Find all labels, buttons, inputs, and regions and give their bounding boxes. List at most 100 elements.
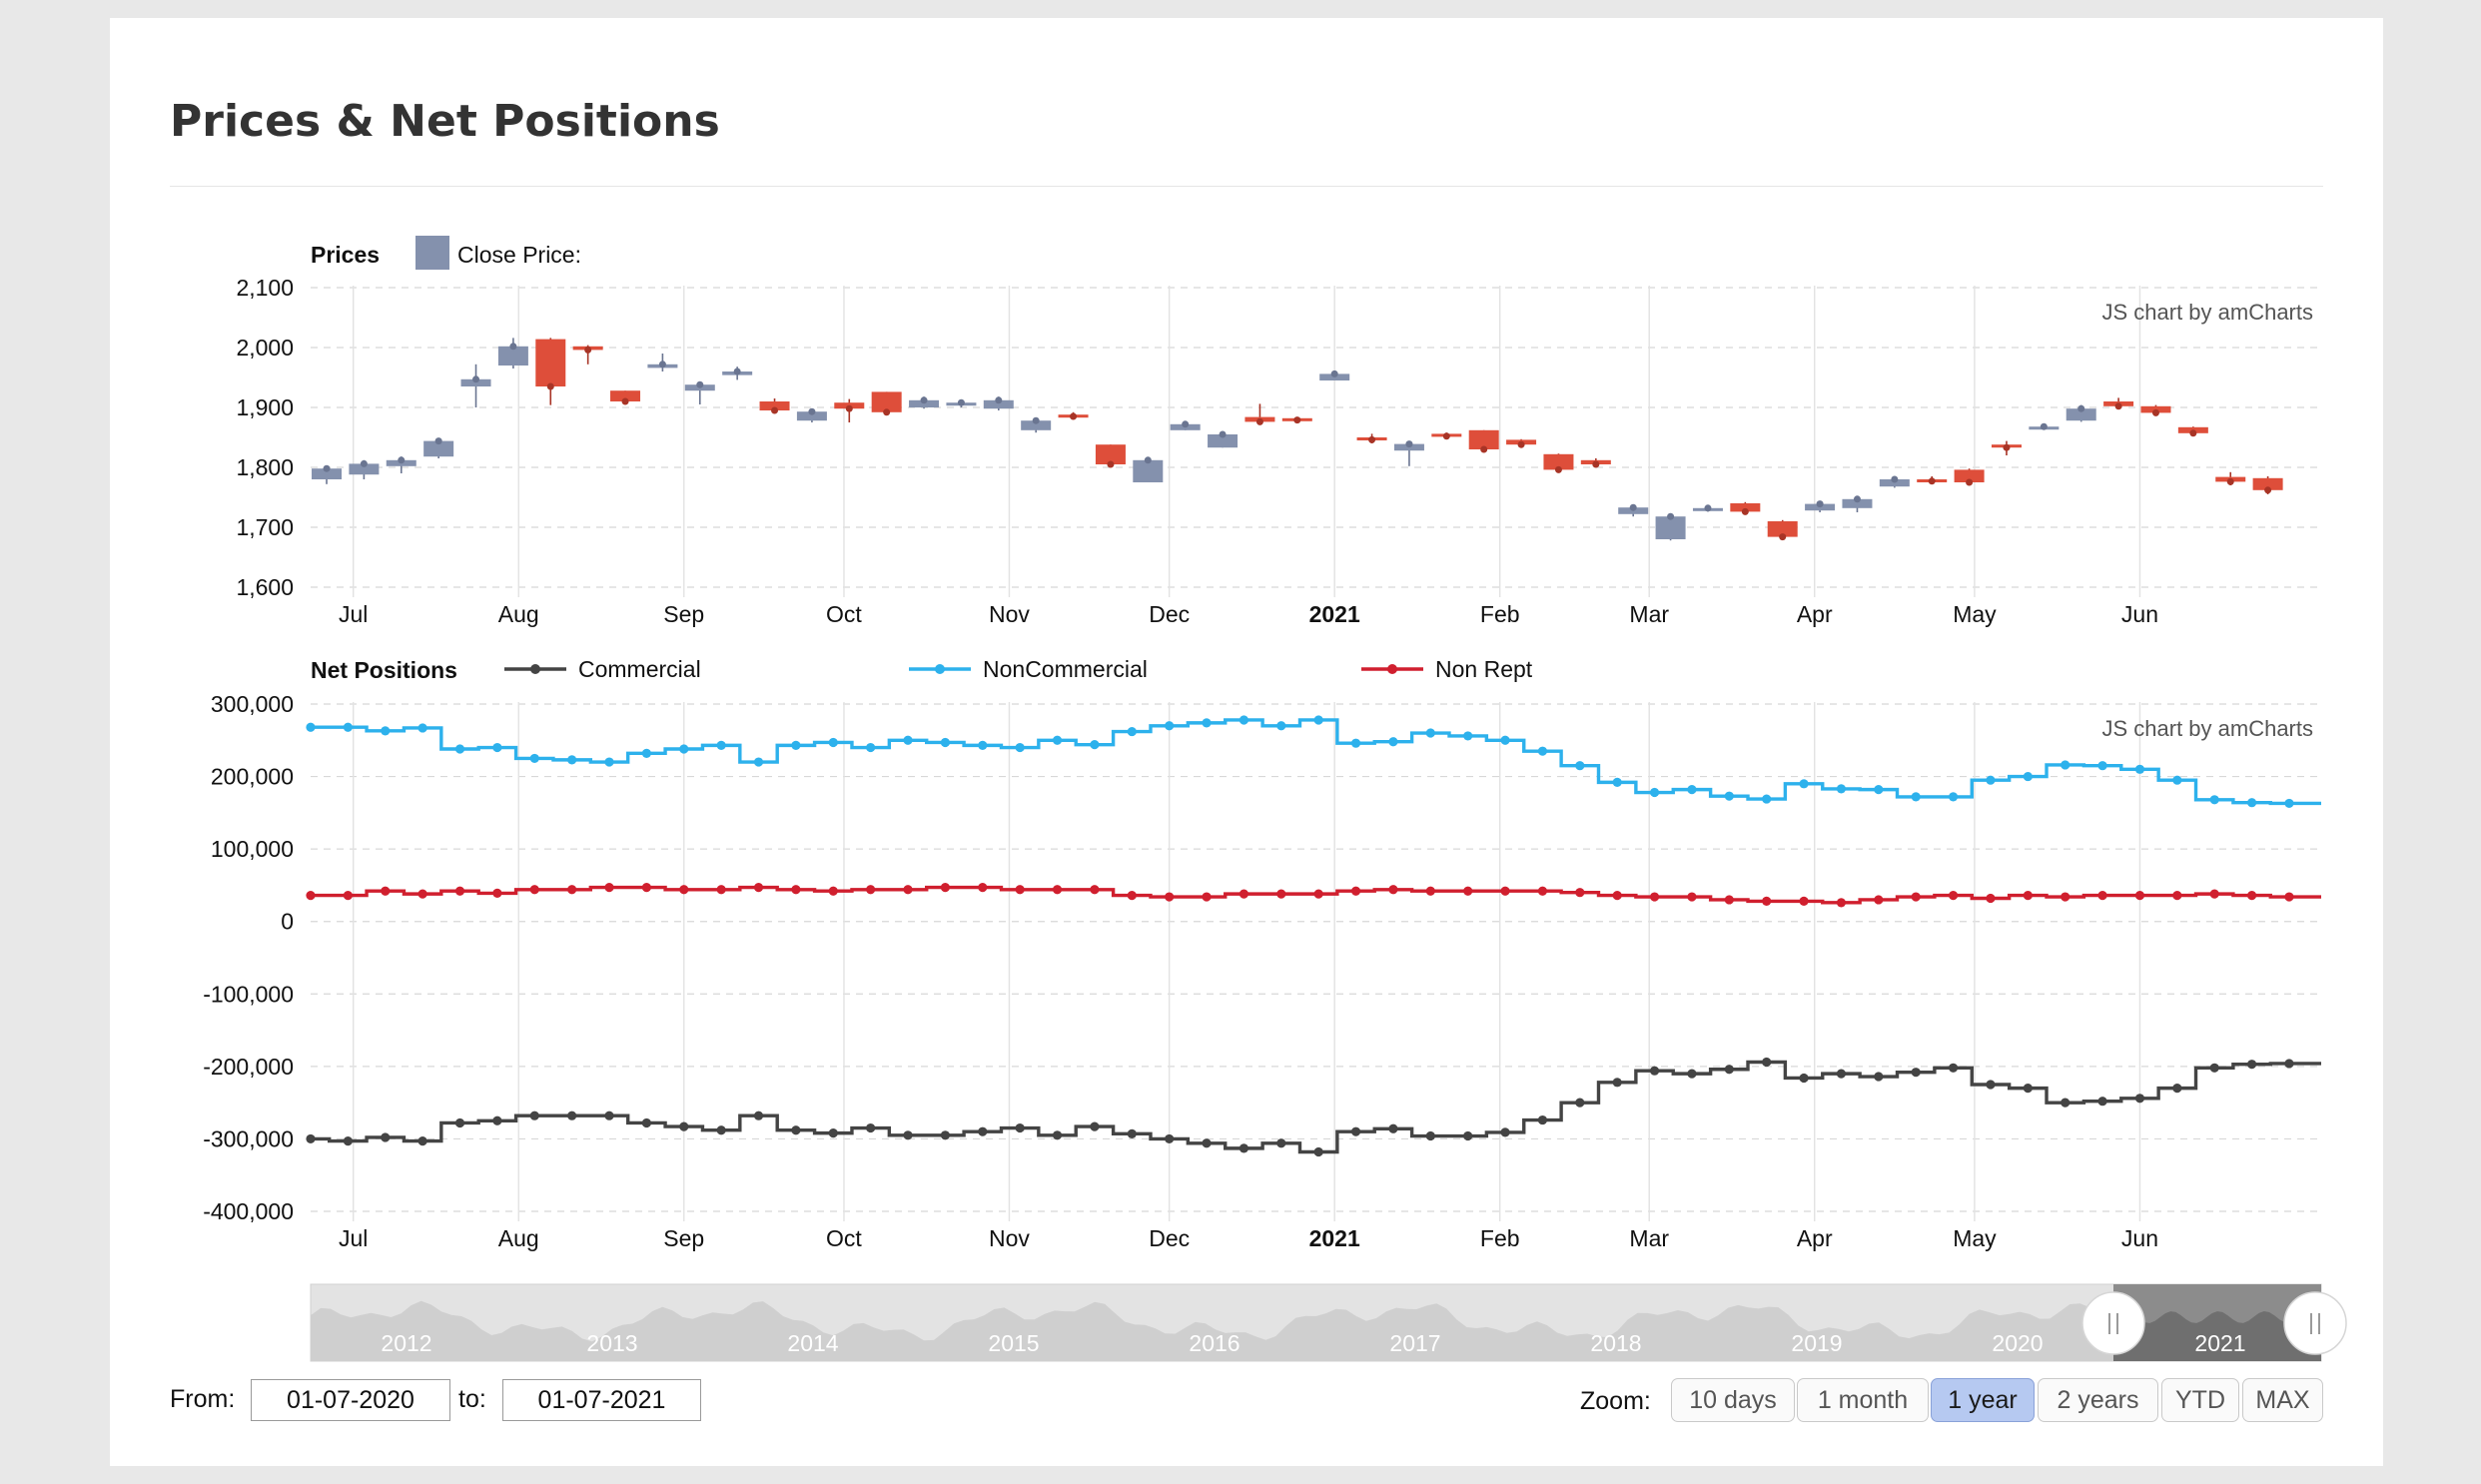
candle-2021-05-14[interactable] <box>2029 422 2060 430</box>
candle-2021-01-15[interactable] <box>1393 440 1424 466</box>
candle-2021-02-12[interactable] <box>1543 453 1574 473</box>
candle-2020-07-31[interactable] <box>497 338 528 369</box>
candle-2021-01-29[interactable] <box>1468 429 1499 453</box>
series-point-non-rept <box>903 885 913 895</box>
price-candles[interactable] <box>312 338 2283 541</box>
price-chart-credit[interactable]: JS chart by amCharts <box>2101 300 2313 325</box>
candle-2020-12-11[interactable] <box>1208 430 1239 448</box>
from-date-input[interactable] <box>251 1379 450 1421</box>
candle-2020-11-20[interactable] <box>1095 444 1126 468</box>
candle-2021-06-11[interactable] <box>2177 426 2208 437</box>
candle-2020-07-17[interactable] <box>423 437 454 458</box>
candle-2021-02-05[interactable] <box>1506 438 1537 448</box>
candle-2020-10-09[interactable] <box>871 391 902 416</box>
series-non-rept[interactable] <box>306 883 2321 908</box>
candle-2020-07-24[interactable] <box>460 364 491 407</box>
close-price-legend-swatch[interactable] <box>415 236 449 270</box>
candle-close-point <box>1779 533 1787 541</box>
candle-2020-10-23[interactable] <box>946 398 977 407</box>
candle-2020-07-10[interactable] <box>386 456 416 473</box>
zoom-max-button[interactable]: MAX <box>2242 1378 2323 1422</box>
candle-2021-01-01[interactable] <box>1319 370 1350 380</box>
candle-2020-10-30[interactable] <box>983 396 1014 410</box>
candle-2021-01-22[interactable] <box>1431 432 1462 440</box>
candle-2020-09-25[interactable] <box>796 407 827 422</box>
candle-2021-01-08[interactable] <box>1356 433 1387 443</box>
legend-item-commercial[interactable]: Commercial <box>504 656 701 682</box>
candle-2020-12-04[interactable] <box>1170 420 1201 430</box>
series-point-noncommercial <box>1015 742 1025 753</box>
series-point-non-rept <box>1612 890 1622 901</box>
net-legend[interactable]: Commercial NonCommercial Non Rept <box>504 656 1533 682</box>
candle-2020-09-18[interactable] <box>759 398 790 414</box>
candle-2021-04-16[interactable] <box>1879 475 1910 488</box>
candle-2020-12-25[interactable] <box>1281 416 1312 424</box>
zoom-label: Zoom: <box>1580 1387 1651 1415</box>
candle-2021-05-07[interactable] <box>1991 440 2022 455</box>
candle-body <box>1954 469 1985 482</box>
candle-2020-09-11[interactable] <box>722 367 753 380</box>
candle-2021-06-18[interactable] <box>2215 471 2246 485</box>
legend-item-non-rept[interactable]: Non Rept <box>1361 656 1533 682</box>
net-chart-credit[interactable]: JS chart by amCharts <box>2101 716 2313 741</box>
series-point-commercial <box>1239 1143 1249 1153</box>
candle-2021-05-21[interactable] <box>2066 404 2096 422</box>
candle-2021-03-05[interactable] <box>1655 512 1686 541</box>
candle-2021-06-25[interactable] <box>2252 476 2283 494</box>
scrollbar-left-grip[interactable] <box>2081 1291 2145 1355</box>
candle-2020-10-16[interactable] <box>909 396 940 409</box>
candle-body <box>1543 453 1574 470</box>
candle-body <box>1208 434 1239 448</box>
series-point-noncommercial <box>716 740 726 750</box>
candle-2021-02-26[interactable] <box>1618 503 1649 517</box>
series-point-non-rept <box>1350 886 1361 896</box>
series-point-commercial <box>2097 1097 2107 1107</box>
series-commercial[interactable] <box>306 1057 2321 1157</box>
candle-2021-04-02[interactable] <box>1805 500 1836 512</box>
candle-2020-08-14[interactable] <box>572 345 603 365</box>
close-price-legend-label[interactable]: Close Price: <box>457 242 581 268</box>
scrollbar-right-grip[interactable] <box>2283 1291 2347 1355</box>
series-point-non-rept <box>1015 885 1025 895</box>
candle-2021-04-23[interactable] <box>1917 476 1948 485</box>
series-point-non-rept <box>1948 890 1959 901</box>
zoom-ytd-button[interactable]: YTD <box>2161 1378 2239 1422</box>
candle-2021-03-12[interactable] <box>1692 504 1723 512</box>
price-y-tick-label: 2,100 <box>236 275 294 301</box>
candle-2020-08-21[interactable] <box>610 390 641 405</box>
series-point-commercial <box>1425 1130 1435 1141</box>
candle-2020-09-04[interactable] <box>684 380 715 404</box>
candle-2021-02-19[interactable] <box>1580 458 1611 468</box>
scrollbar-navigator[interactable]: 2012 2013 2014 2015 2016 2017 2018 2019 2020 2021 <box>310 1283 2347 1362</box>
candle-2020-12-18[interactable] <box>1244 403 1275 425</box>
net-series[interactable] <box>306 715 2321 1157</box>
candle-body <box>1730 503 1761 512</box>
candle-2020-08-28[interactable] <box>647 354 678 371</box>
candle-2020-11-06[interactable] <box>1021 416 1052 433</box>
candle-2020-11-13[interactable] <box>1058 411 1089 420</box>
candle-2021-04-09[interactable] <box>1842 495 1873 512</box>
series-noncommercial[interactable] <box>306 715 2321 809</box>
candle-2021-03-26[interactable] <box>1767 519 1798 541</box>
scrollbar-year-label: 2013 <box>586 1330 637 1356</box>
zoom-1-year-button[interactable]: 1 year <box>1931 1378 2035 1422</box>
candle-2020-07-03[interactable] <box>349 459 380 479</box>
price-panel-title: Prices <box>311 242 380 268</box>
candle-2020-08-07[interactable] <box>535 338 566 405</box>
zoom-10-days-button[interactable]: 10 days <box>1671 1378 1795 1422</box>
candle-2020-11-27[interactable] <box>1133 456 1164 482</box>
zoom-2-years-button[interactable]: 2 years <box>2038 1378 2158 1422</box>
candle-2021-04-30[interactable] <box>1954 468 1985 486</box>
candle-2020-06-26[interactable] <box>312 464 343 484</box>
candle-2021-05-28[interactable] <box>2103 397 2134 410</box>
candle-2021-03-19[interactable] <box>1730 501 1761 515</box>
candle-body <box>2066 408 2096 421</box>
scrollbar-year-label: 2019 <box>1791 1330 1842 1356</box>
legend-item-noncommercial[interactable]: NonCommercial <box>909 656 1148 682</box>
candle-2020-10-02[interactable] <box>834 398 865 422</box>
zoom-1-month-button[interactable]: 1 month <box>1797 1378 1929 1422</box>
to-date-input[interactable] <box>502 1379 701 1421</box>
candle-2021-06-04[interactable] <box>2140 404 2171 416</box>
series-point-non-rept <box>1575 888 1585 898</box>
